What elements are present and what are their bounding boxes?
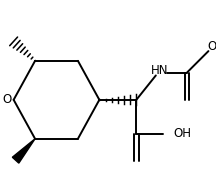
- Polygon shape: [12, 139, 35, 163]
- Text: O: O: [208, 40, 216, 53]
- Text: HN: HN: [151, 64, 168, 77]
- Text: OH: OH: [173, 127, 191, 140]
- Text: O: O: [2, 93, 11, 106]
